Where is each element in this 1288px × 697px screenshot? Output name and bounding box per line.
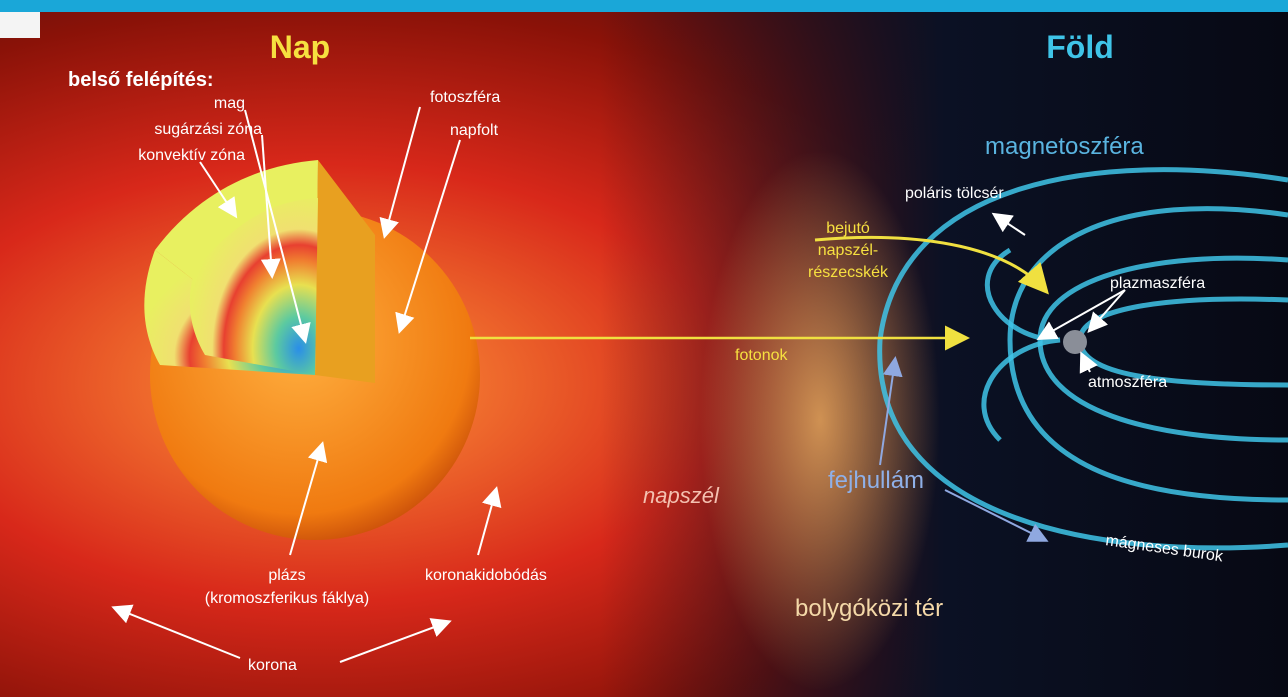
layers [189,198,318,375]
corner [0,12,40,38]
label: atmoszféra [1088,374,1167,391]
label: fotoszféra [430,89,500,106]
arrows [111,106,1126,663]
label: napfolt [450,122,499,139]
sun-title: Nap [270,29,330,65]
cut-face [315,160,375,383]
label: konvektív zóna [138,147,245,164]
label: sugárzási zóna [154,121,262,138]
earth [1063,330,1087,354]
label: fejhullám [828,467,924,494]
top-bar [0,0,1288,12]
magnetosphere-lines [877,167,1288,551]
label: napszél [643,483,720,508]
bow-glow [700,150,940,690]
label: bejutó [826,220,870,237]
label: belső felépítés: [68,69,214,91]
label: (kromoszferikus fáklya) [205,590,369,607]
label: koronakidobódás [425,567,547,584]
space [600,0,1288,697]
label: fotonok [735,347,788,364]
label: korona [248,657,297,674]
label: plazmaszféra [1110,275,1205,292]
label: mag [214,95,245,112]
label: plázs [268,567,305,584]
label: magnetoszféra [985,133,1144,160]
label: részecskék [808,264,889,281]
earth-title: Föld [1046,29,1114,65]
label: poláris tölcsér [905,185,1004,202]
label: napszél- [818,242,878,259]
label: bolygóközi tér [795,595,943,622]
